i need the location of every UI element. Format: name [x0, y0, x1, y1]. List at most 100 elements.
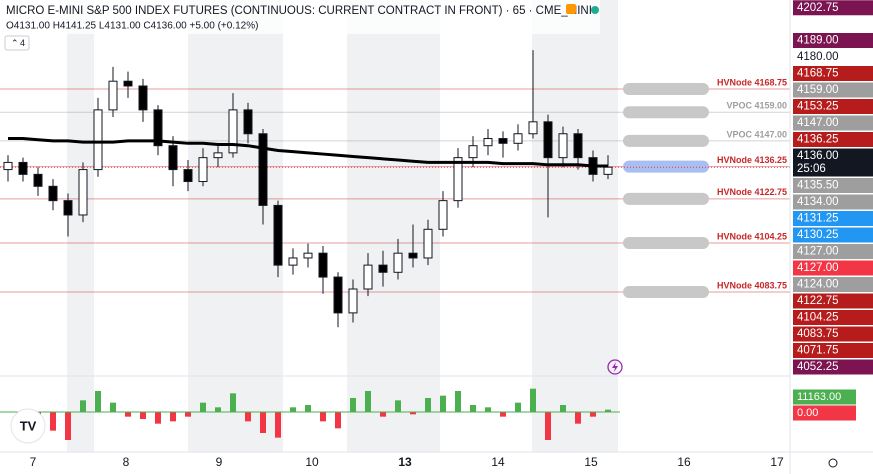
- indicator-toggle[interactable]: [4, 35, 30, 51]
- candle-body: [138, 85, 148, 111]
- candle-body: [543, 121, 553, 159]
- delta-bar: [590, 412, 596, 417]
- candle-body: [378, 264, 388, 273]
- price-label-bg: [793, 82, 873, 98]
- price-label: 4122.75: [797, 295, 839, 307]
- candle-body: [18, 161, 28, 175]
- price-label-bg: [793, 211, 873, 226]
- countdown: 25:06: [797, 163, 826, 175]
- delta-bar: [230, 393, 236, 412]
- price-label-bg: [793, 326, 873, 342]
- levels: HVNode 4168.75 VPOC 4159.00 VPOC 4147.00 HV…: [0, 77, 790, 298]
- level-pill: [623, 82, 709, 95]
- delta-bar: [155, 412, 161, 424]
- price-label: 4147.00: [797, 117, 839, 129]
- candle-body: [3, 161, 13, 171]
- candle-body: [288, 257, 298, 266]
- candle-body: [603, 166, 613, 175]
- x-tick-label: 17: [770, 455, 784, 469]
- price-label: 4083.75: [797, 328, 839, 340]
- delta-bar: [65, 412, 71, 440]
- candle-body: [168, 145, 178, 171]
- delta-bar: [470, 405, 476, 412]
- price-label-bg: [793, 277, 873, 292]
- x-tick-label: 8: [123, 455, 130, 469]
- level-pill: [623, 237, 709, 250]
- price-label: 4124.00: [797, 279, 839, 291]
- candle-body: [48, 185, 58, 202]
- candle-body: [573, 133, 583, 159]
- price-label: 4136.25: [797, 134, 839, 146]
- x-tick-label: 7: [30, 455, 37, 469]
- delta-bar: [140, 412, 146, 419]
- price-label-bg: [793, 343, 873, 358]
- delta-bar: [365, 391, 371, 412]
- price-label: 4136.00: [797, 150, 839, 162]
- delta-bar: [455, 391, 461, 412]
- delta-bar: [605, 409, 611, 412]
- delta-bar: [260, 412, 266, 433]
- level-label: VPOC 4147.00: [726, 129, 787, 139]
- delta-bar: [350, 398, 356, 412]
- price-label: 4134.00: [797, 196, 839, 208]
- session-band: [188, 0, 283, 452]
- level-pill: [623, 134, 709, 147]
- delta-bar: [530, 388, 536, 412]
- session-band: [67, 0, 94, 452]
- delta-bar: [95, 391, 101, 412]
- level-label: HVNode 4122.75: [717, 187, 787, 197]
- candle-body: [228, 109, 238, 154]
- price-label-bg: [793, 0, 873, 16]
- plot: [0, 50, 620, 440]
- candle-body: [408, 252, 418, 259]
- x-tick-label: 14: [491, 455, 505, 469]
- candle-body: [453, 157, 463, 202]
- candle-body: [513, 133, 523, 144]
- session-bands: [67, 0, 618, 452]
- price-label-bg: [793, 132, 873, 147]
- delta-bar: [485, 407, 491, 412]
- candle-body: [63, 200, 73, 216]
- header-bg: [0, 0, 600, 34]
- price-label: 4159.00: [797, 84, 839, 96]
- candle-body: [243, 109, 253, 135]
- delta-bar: [50, 412, 56, 431]
- delta-bar: [380, 412, 386, 417]
- delta-bar: [185, 412, 191, 417]
- delta-bar: [215, 407, 221, 412]
- price-label: 4180.00: [797, 51, 839, 63]
- delta-bar: [425, 398, 431, 412]
- level-label: HVNode 4136.25: [717, 155, 787, 165]
- price-label-bg: [793, 33, 873, 48]
- settings-icon[interactable]: [828, 458, 838, 468]
- candle-body: [198, 157, 208, 183]
- delta-bar: [290, 407, 296, 412]
- moving-average: [8, 137, 608, 168]
- delta-bar: [80, 400, 86, 412]
- delta-bar: [305, 405, 311, 412]
- delta-bar: [560, 405, 566, 412]
- logo: TV: [20, 418, 37, 433]
- candle-body: [483, 138, 493, 147]
- level-pill: [623, 192, 709, 205]
- candle-body: [423, 228, 433, 259]
- price-label: 4071.75: [797, 345, 839, 357]
- candle-body: [348, 288, 358, 314]
- price-label-bg: [793, 99, 873, 114]
- candle-body: [528, 121, 538, 135]
- delta-bar: [335, 412, 341, 429]
- candle-body: [393, 252, 403, 273]
- candle-body: [213, 152, 223, 159]
- price-label-bg: [793, 66, 873, 81]
- lightning-icon[interactable]: [607, 359, 623, 375]
- candle-body: [108, 80, 118, 111]
- x-tick-label: 10: [305, 455, 319, 469]
- delta-bar: [170, 412, 176, 422]
- flag-icon[interactable]: [566, 4, 576, 14]
- price-label: 4131.25: [797, 213, 839, 225]
- level-label: HVNode 4168.75: [717, 77, 787, 87]
- candle-body: [318, 252, 328, 278]
- delta-bar: [110, 402, 116, 412]
- price-label: 4130.25: [797, 229, 839, 241]
